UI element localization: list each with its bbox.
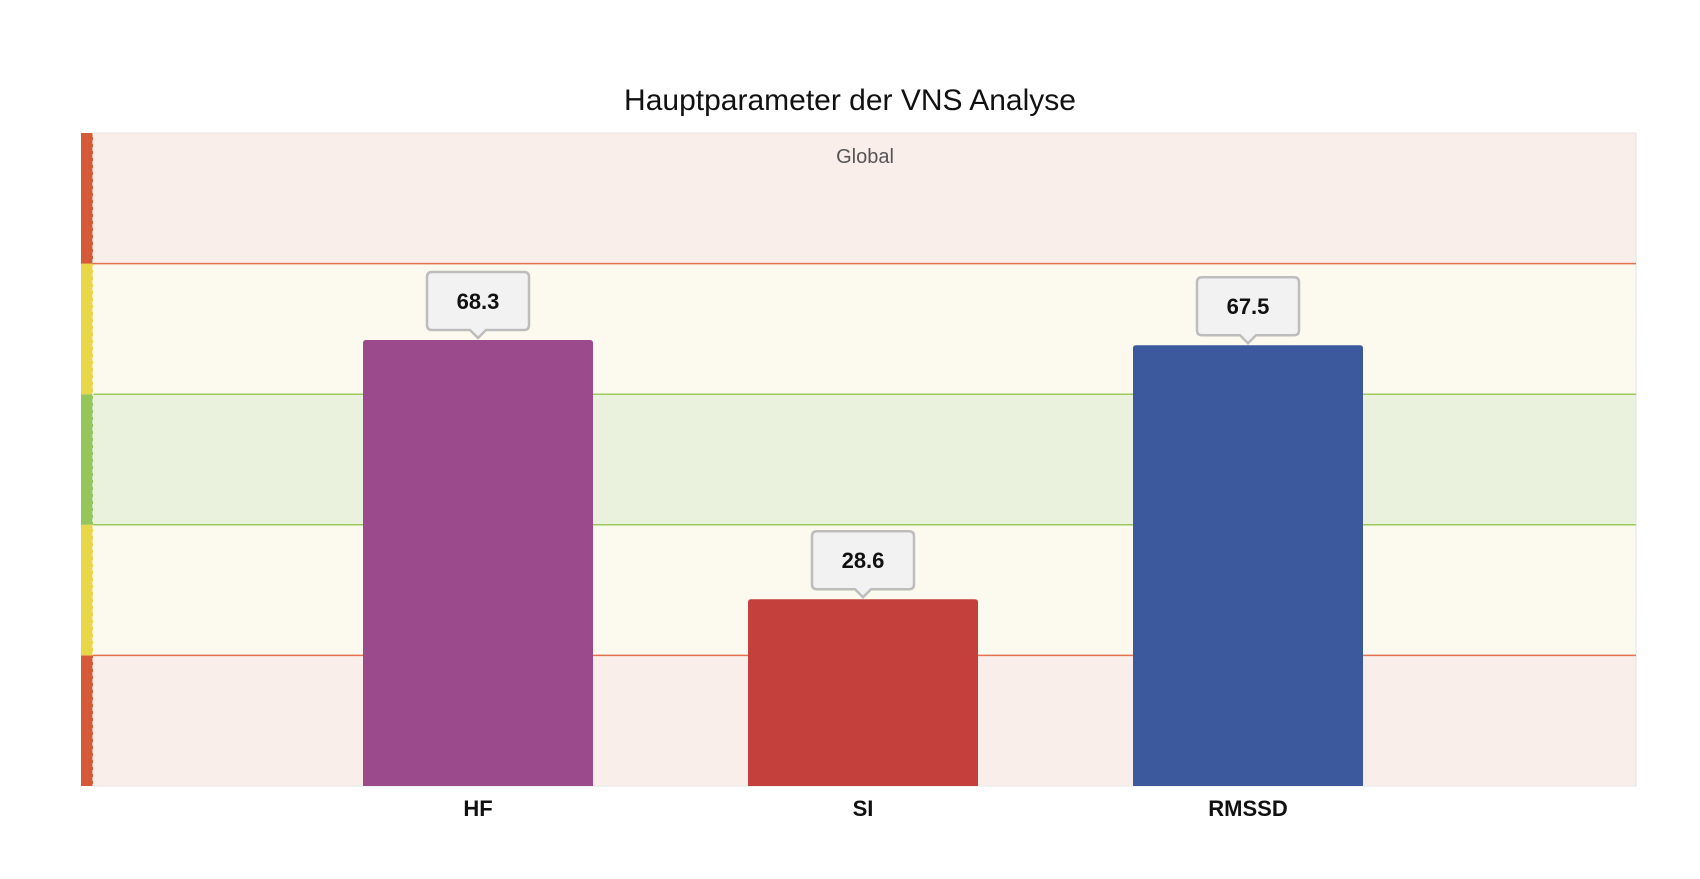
data-label-callout-rmssd: 67.5 xyxy=(1195,275,1301,345)
zone-annotation: Global xyxy=(836,146,894,168)
data-label-box-si xyxy=(810,529,916,600)
category-axis: HF SI RMSSD xyxy=(463,796,1287,821)
data-label-hf: 68.3 xyxy=(457,289,500,314)
data-label-rmssd: 67.5 xyxy=(1227,294,1270,319)
data-label-box-rmssd xyxy=(1195,275,1301,345)
x-tick-label-rmssd: RMSSD xyxy=(1208,796,1287,821)
zone-indicator-2 xyxy=(81,394,93,525)
data-labels-layer: 68.3 28.6 67.5 xyxy=(425,270,1301,600)
bar-si xyxy=(748,599,978,786)
bar-hf xyxy=(363,340,593,786)
x-tick-label-si: SI xyxy=(853,796,874,821)
bar-rmssd xyxy=(1133,345,1363,786)
zone-indicator-0 xyxy=(81,655,93,786)
chart-title: Hauptparameter der VNS Analyse xyxy=(624,84,1076,117)
zone-band-3 xyxy=(92,263,1636,395)
zone-band-2 xyxy=(92,394,1636,525)
zone-indicator-4 xyxy=(81,133,93,264)
zone-band-4 xyxy=(92,133,1636,264)
zone-indicator-strip xyxy=(81,133,94,786)
bars-layer xyxy=(363,340,1363,786)
data-label-si: 28.6 xyxy=(842,548,885,573)
data-label-callout-hf: 68.3 xyxy=(425,270,531,340)
x-tick-label-hf: HF xyxy=(463,796,492,821)
zone-indicator-3 xyxy=(81,263,93,395)
data-label-box-hf xyxy=(425,270,531,340)
zone-indicator-1 xyxy=(81,524,93,656)
data-label-callout-si: 28.6 xyxy=(810,529,916,600)
zone-lines-layer xyxy=(92,262,1636,657)
